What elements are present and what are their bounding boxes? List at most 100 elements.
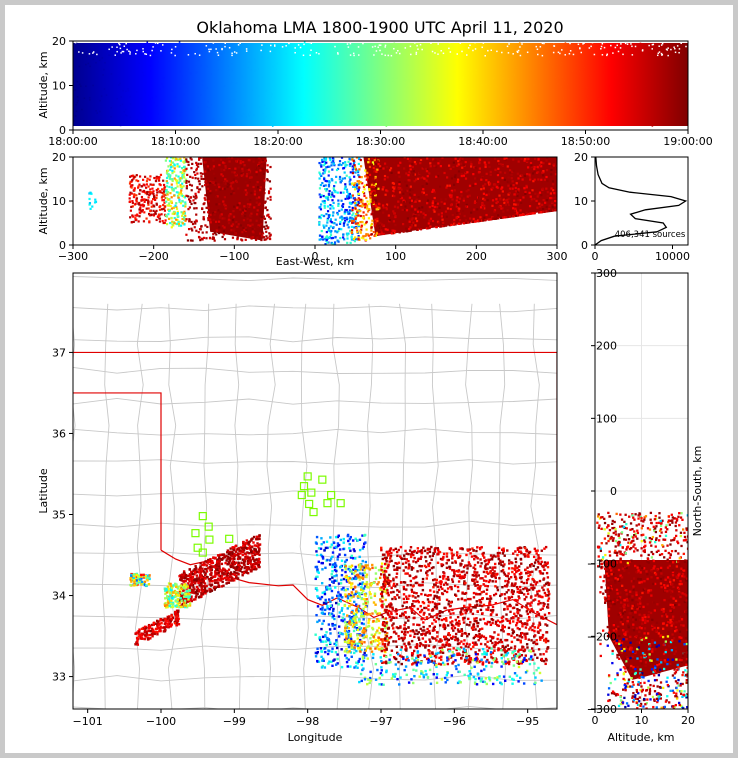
plan-source-point	[215, 562, 219, 565]
plan-source-point	[322, 541, 326, 544]
east-west-point	[249, 203, 252, 206]
time-height-point	[686, 120, 688, 122]
plan-source-point	[191, 583, 195, 587]
time-height-gap	[440, 50, 442, 52]
east-west-point	[323, 162, 327, 165]
plan-source-point	[176, 600, 179, 603]
time-height-point	[502, 66, 505, 69]
time-height-point	[560, 61, 563, 64]
east-west-point	[323, 201, 326, 205]
plan-source-point	[252, 562, 255, 566]
plan-source-point	[236, 564, 240, 567]
east-west-point	[540, 161, 543, 164]
plan-source-point	[197, 596, 201, 599]
east-west-point	[195, 167, 198, 170]
plan-source-point	[351, 572, 354, 575]
east-west-point	[409, 229, 412, 232]
plan-source-point	[205, 568, 208, 571]
time-height-gap	[419, 43, 422, 46]
time-height-point	[572, 113, 575, 115]
east-west-point	[88, 201, 92, 205]
east-west-point	[481, 176, 484, 179]
east-west-point	[222, 230, 226, 233]
east-west-point	[182, 174, 185, 177]
time-height-gap	[337, 53, 339, 55]
time-height-point	[216, 58, 219, 61]
time-height-point	[395, 44, 397, 47]
time-height-point	[512, 60, 514, 62]
plan-source-point	[364, 585, 367, 588]
east-west-point	[162, 203, 165, 207]
east-west-point	[449, 194, 452, 197]
east-west-point	[458, 212, 462, 215]
plan-source-point	[340, 578, 343, 582]
east-west-point	[320, 165, 323, 168]
east-west-point	[155, 194, 158, 197]
time-height-point	[85, 55, 88, 58]
east-west-point	[259, 157, 262, 159]
time-height-point	[177, 123, 180, 125]
time-height-gap	[624, 42, 627, 45]
east-west-point	[530, 212, 533, 215]
east-west-point	[437, 221, 440, 224]
time-height-point	[306, 64, 309, 66]
east-west-point	[219, 158, 223, 161]
east-west-point	[252, 185, 255, 189]
east-west-point	[528, 175, 531, 178]
time-height-point	[532, 84, 535, 87]
plan-source-point	[193, 573, 196, 576]
east-west-point	[404, 205, 407, 208]
east-west-point	[338, 178, 341, 181]
plan-source-point	[177, 594, 181, 597]
time-height-point	[265, 115, 267, 118]
east-west-point	[376, 168, 380, 171]
plan-source-point	[321, 557, 325, 560]
east-west-point	[221, 161, 225, 164]
plan-source-point	[360, 613, 363, 616]
plan-source-point	[229, 571, 233, 574]
time-height-point	[98, 59, 101, 62]
east-west-point	[545, 205, 548, 208]
plan-source-point	[239, 549, 242, 552]
plan-source-point	[221, 569, 224, 572]
plan-source-point	[324, 598, 327, 602]
plan-source-point	[186, 577, 189, 581]
plan-source-point	[214, 581, 217, 585]
plan-source-point	[319, 607, 323, 611]
time-height-point	[140, 44, 143, 47]
plan-source-point	[255, 535, 259, 538]
east-west-point	[185, 179, 188, 183]
east-west-point	[339, 220, 342, 224]
plan-source-point	[176, 598, 180, 601]
east-west-point	[247, 235, 250, 238]
east-west-point	[541, 187, 544, 190]
plan-source-point	[178, 605, 181, 609]
east-west-point	[442, 215, 445, 218]
time-height-gap	[620, 43, 622, 45]
plan-source-point	[347, 645, 351, 649]
time-height-gap	[466, 54, 468, 56]
plan-source-point	[190, 577, 194, 581]
time-height-point	[367, 50, 369, 53]
east-west-point	[217, 183, 220, 186]
time-height-point	[615, 72, 618, 74]
plan-source-point	[145, 584, 148, 587]
time-height-point	[608, 57, 611, 60]
plan-source-point	[322, 659, 325, 662]
east-west-point	[244, 214, 247, 218]
east-west-point	[516, 190, 519, 193]
east-west-point	[509, 184, 513, 187]
time-height-gap	[294, 51, 296, 54]
east-west-point	[149, 192, 152, 196]
time-height-point	[464, 83, 467, 86]
plan-source-point	[233, 557, 236, 561]
east-west-point	[382, 224, 386, 227]
plan-source-point	[339, 538, 343, 542]
time-height-point	[227, 65, 229, 68]
east-west-point	[150, 200, 153, 203]
east-west-point	[446, 184, 449, 187]
time-height-point	[513, 74, 516, 76]
east-west-point	[386, 190, 389, 193]
east-west-point	[176, 210, 179, 213]
plan-source-point	[241, 546, 244, 550]
